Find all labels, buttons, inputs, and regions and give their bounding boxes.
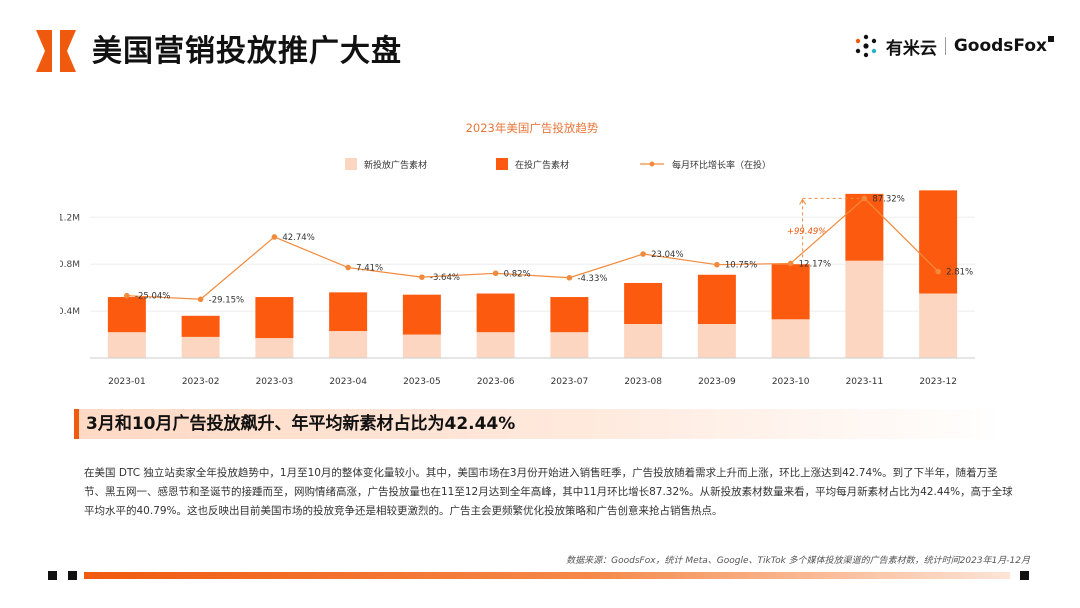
chart-title: 2023年美国广告投放趋势 xyxy=(466,121,599,135)
brand-area: 有米云 GoodsFox xyxy=(854,34,1054,59)
headline-text: 3月和10月广告投放飙升、年平均新素材占比为42.44% xyxy=(86,414,516,434)
growth-point xyxy=(124,292,130,299)
source-note: 数据来源：GoodsFox，统计 Meta、Google、TikTok 多个媒体… xyxy=(566,556,1030,566)
growth-data-label: 10.75% xyxy=(725,261,757,271)
x-tick-label: 2023-07 xyxy=(551,377,589,387)
growth-data-label: -3.64% xyxy=(430,273,460,283)
bar-new xyxy=(845,260,884,358)
y-tick-label: 0.8M xyxy=(60,260,80,270)
legend-label-growth: 每月环比增长率（在投） xyxy=(672,159,771,171)
bar-new xyxy=(550,332,589,358)
y-tick-label: 1.2M xyxy=(60,213,80,223)
growth-point xyxy=(197,296,204,303)
x-tick-label: 2023-09 xyxy=(698,377,736,387)
growth-point xyxy=(861,195,868,202)
bar-new xyxy=(771,319,810,358)
growth-data-label: -25.04% xyxy=(135,292,170,302)
bar-new xyxy=(255,338,294,358)
bar-active xyxy=(771,264,810,320)
bar-new xyxy=(697,324,736,358)
x-tick-label: 2023-12 xyxy=(919,377,957,387)
bar-active xyxy=(476,293,515,333)
footer-gradient-bar xyxy=(84,572,1010,579)
bar-active xyxy=(107,297,146,333)
x-tick-label: 2023-03 xyxy=(256,377,294,387)
bar-active xyxy=(919,190,958,294)
brand-logo-icon xyxy=(36,30,76,72)
footer-square-left xyxy=(48,571,57,580)
x-tick-label: 2023-10 xyxy=(772,377,810,387)
headline-banner: 3月和10月广告投放飙升、年平均新素材占比为42.44% xyxy=(74,409,1004,439)
bar-new xyxy=(329,331,368,358)
x-tick-label: 2023-01 xyxy=(108,377,146,387)
bar-new xyxy=(919,293,958,358)
goodsfox-dot-icon xyxy=(1048,36,1054,42)
bar-active xyxy=(624,282,663,324)
growth-data-label: -29.15% xyxy=(209,295,244,305)
growth-point xyxy=(714,261,720,268)
growth-data-label: -4.33% xyxy=(577,274,607,284)
growth-point xyxy=(787,260,794,267)
legend-label-new: 新投放广告素材 xyxy=(364,159,427,171)
y-tick-label: 0.4M xyxy=(60,307,80,317)
x-tick-label: 2023-11 xyxy=(846,377,884,387)
growth-line xyxy=(126,197,939,300)
legend-swatch-active xyxy=(496,158,508,170)
annotation-label: +99.49% xyxy=(787,227,827,237)
growth-point xyxy=(492,270,499,277)
brand-name-en: GoodsFox xyxy=(954,36,1054,56)
bar-new xyxy=(181,336,220,358)
growth-point xyxy=(935,268,941,275)
growth-point xyxy=(419,274,425,280)
bar-active xyxy=(697,274,736,324)
headline-accent-bar xyxy=(74,409,79,439)
bar-active xyxy=(402,294,441,335)
brand-name-cn: 有米云 xyxy=(885,38,937,59)
legend-swatch-new xyxy=(345,158,357,170)
growth-data-label: 12.17% xyxy=(799,259,831,269)
legend-label-active: 在投广告素材 xyxy=(515,159,569,171)
growth-point xyxy=(271,234,278,240)
growth-point xyxy=(640,251,646,257)
footer-square-right xyxy=(1020,571,1029,580)
brand-divider xyxy=(944,37,946,55)
legend-marker-growth xyxy=(649,161,655,167)
bar-active xyxy=(550,297,589,333)
x-tick-label: 2023-08 xyxy=(624,377,662,387)
bar-active xyxy=(181,315,220,337)
bar-new xyxy=(107,332,146,358)
growth-point xyxy=(345,264,351,271)
x-tick-label: 2023-06 xyxy=(477,377,515,387)
footer-square-left-2 xyxy=(68,571,77,580)
bar-new xyxy=(624,324,663,358)
x-tick-label: 2023-04 xyxy=(329,377,367,387)
growth-data-label: 87.32% xyxy=(872,194,904,204)
growth-data-label: 23.04% xyxy=(651,250,683,260)
growth-point xyxy=(566,274,573,281)
body-paragraph: 在美国 DTC 独立站卖家全年投放趋势中，1月至10月的整体变化量较小。其中，美… xyxy=(84,467,1013,517)
annotation-arrow-icon xyxy=(799,198,807,205)
bar-active xyxy=(845,193,884,261)
youmi-logo-icon xyxy=(855,34,877,58)
bar-new xyxy=(402,334,441,358)
page-title: 美国营销投放推广大盘 xyxy=(92,34,402,69)
bar-active xyxy=(329,292,368,332)
x-tick-label: 2023-05 xyxy=(403,377,441,387)
bar-new xyxy=(476,332,515,358)
growth-data-label: 42.74% xyxy=(282,233,314,243)
growth-data-label: 7.41% xyxy=(356,264,383,274)
growth-data-label: 0.82% xyxy=(504,269,531,279)
bar-active xyxy=(255,297,294,339)
growth-data-label: 2.81% xyxy=(946,268,973,278)
x-tick-label: 2023-02 xyxy=(182,377,220,387)
